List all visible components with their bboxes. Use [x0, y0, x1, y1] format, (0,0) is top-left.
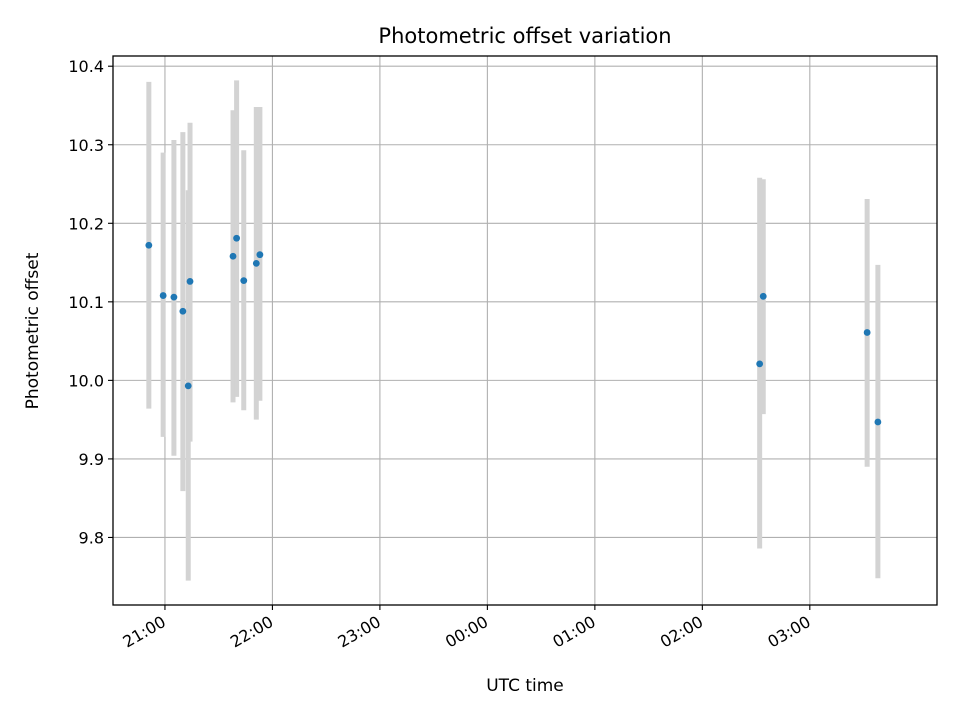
- plot-frame: [112, 55, 938, 606]
- data-point: [170, 293, 178, 301]
- y-tick-label: 10.0: [68, 371, 104, 390]
- data-point: [179, 307, 187, 315]
- data-point: [863, 329, 871, 336]
- data-point: [186, 278, 194, 285]
- data-point: [874, 418, 882, 426]
- x-axis-label: UTC time: [486, 676, 564, 696]
- y-tick-label: 9.8: [79, 528, 104, 547]
- y-tick-label: 10.4: [68, 57, 104, 76]
- grid: [113, 56, 937, 605]
- y-tick-label: 9.9: [79, 450, 104, 469]
- y-axis-label: Photometric offset: [23, 252, 43, 409]
- data-point: [159, 292, 167, 299]
- chart-title: Photometric offset variation: [378, 24, 671, 48]
- y-tick-label: 10.1: [68, 293, 104, 312]
- data-point: [240, 277, 248, 285]
- data-point: [756, 360, 764, 368]
- data-point: [252, 259, 260, 267]
- data-point: [229, 252, 237, 260]
- y-tick-label: 10.2: [68, 214, 104, 233]
- data-point: [759, 292, 767, 300]
- data-point: [145, 241, 153, 249]
- data-point: [256, 251, 264, 259]
- y-tick-label: 10.3: [68, 136, 104, 155]
- data-point: [233, 234, 241, 242]
- data-points: [145, 234, 882, 426]
- data-point: [184, 382, 192, 390]
- y-axis: 9.8 9.9 10.0 10.1 10.2 10.3 10.4: [68, 57, 113, 547]
